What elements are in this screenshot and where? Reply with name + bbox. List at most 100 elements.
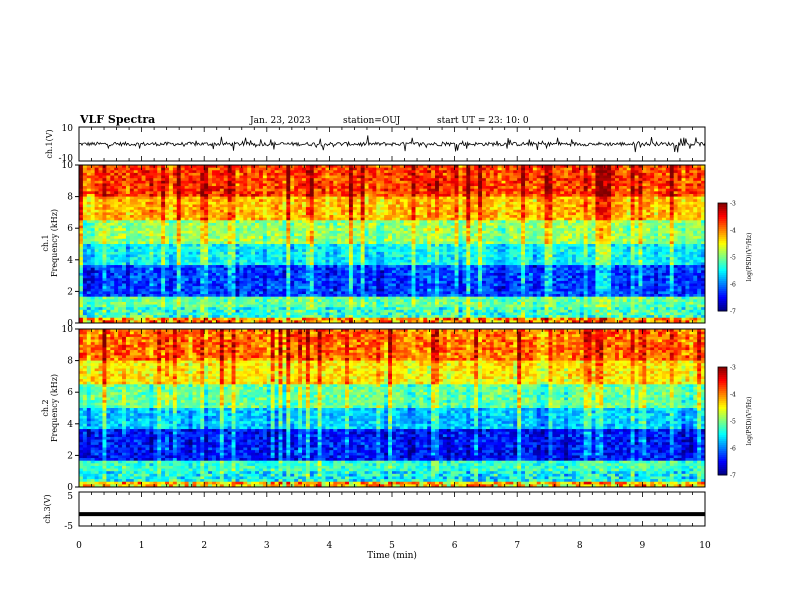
spectrogram-cell <box>306 220 310 223</box>
spectrogram-cell <box>106 268 110 271</box>
spectrogram-cell <box>286 291 290 294</box>
spectrogram-cell <box>204 186 208 189</box>
spectrogram-cell <box>91 228 95 231</box>
spectrogram-cell <box>259 276 263 279</box>
spectrogram-cell <box>228 276 232 279</box>
spectrogram-cell <box>189 286 193 289</box>
spectrogram-cell <box>83 239 87 242</box>
spectrogram-cell <box>306 305 310 308</box>
spectrogram-cell <box>83 197 87 200</box>
spectrogram-cell <box>290 199 294 202</box>
spectrogram-cell <box>275 183 279 186</box>
spectrogram-cell <box>110 310 114 313</box>
spectrogram-cell <box>142 212 146 215</box>
spectrogram-cell <box>306 244 310 247</box>
spectrogram-cell <box>142 241 146 244</box>
spectrogram-cell <box>130 228 134 231</box>
spectrogram-cell <box>255 318 259 321</box>
spectrogram-cell <box>173 186 177 189</box>
spectrogram-cell <box>106 302 110 305</box>
spectrogram-cell <box>232 278 236 281</box>
spectrogram-cell <box>372 241 376 244</box>
spectrogram-cell <box>192 170 196 173</box>
spectrogram-cell <box>216 307 220 310</box>
spectrogram-cell <box>232 307 236 310</box>
spectrogram-cell <box>333 294 337 297</box>
spectrogram-cell <box>341 273 345 276</box>
spectrogram-cell <box>365 223 369 226</box>
spectrogram-cell <box>83 273 87 276</box>
spectrogram-cell <box>384 241 388 244</box>
spectrogram-cell <box>220 299 224 302</box>
spectrogram-cell <box>365 228 369 231</box>
spectrogram-cell <box>353 260 357 263</box>
spectrogram-cell <box>142 255 146 258</box>
spectrogram-cell <box>310 176 314 179</box>
spectrogram-cell <box>232 291 236 294</box>
spectrogram-cell <box>110 294 114 297</box>
spectrogram-cell <box>189 181 193 184</box>
spectrogram-cell <box>224 297 228 300</box>
spectrogram-cell <box>400 241 404 244</box>
spectrogram-cell <box>157 189 161 192</box>
spectrogram-cell <box>142 289 146 292</box>
spectrogram-cell <box>181 289 185 292</box>
spectrogram-cell <box>329 168 333 171</box>
spectrogram-cell <box>200 233 204 236</box>
spectrogram-cell <box>271 302 275 305</box>
spectrogram-cell <box>220 260 224 263</box>
spectrogram-cell <box>267 168 271 171</box>
spectrogram-cell <box>302 239 306 242</box>
spectrogram-cell <box>181 183 185 186</box>
spectrogram-cell <box>138 262 142 265</box>
spectrogram-cell <box>200 310 204 313</box>
spectrogram-cell <box>130 186 134 189</box>
spectrogram-cell <box>392 181 396 184</box>
spectrogram-cell <box>392 205 396 208</box>
spectrogram-cell <box>322 257 326 260</box>
spectrogram-cell <box>294 276 298 279</box>
spectrogram-cell <box>169 289 173 292</box>
spectrogram-cell <box>189 186 193 189</box>
spectrogram-cell <box>298 260 302 263</box>
spectrogram-cell <box>337 178 341 181</box>
spectrogram-cell <box>185 189 189 192</box>
spectrogram-cell <box>365 310 369 313</box>
spectrogram-cell <box>271 289 275 292</box>
spectrogram-cell <box>181 268 185 271</box>
spectrogram-cell <box>333 278 337 281</box>
spectrogram-cell <box>380 294 384 297</box>
spectrogram-cell <box>196 270 200 273</box>
spectrogram-cell <box>146 183 150 186</box>
spectrogram-cell <box>185 268 189 271</box>
spectrogram-cell <box>153 273 157 276</box>
spectrogram-cell <box>302 252 306 255</box>
spectrogram-cell <box>294 191 298 194</box>
spectrogram-cell <box>149 305 153 308</box>
spectrogram-cell <box>259 249 263 252</box>
spectrogram-cell <box>322 210 326 213</box>
spectrogram-cell <box>306 262 310 265</box>
spectrogram-cell <box>110 302 114 305</box>
spectrogram-cell <box>333 276 337 279</box>
spectrogram-cell <box>372 305 376 308</box>
spectrogram-cell <box>220 223 224 226</box>
spectrogram-cell <box>177 310 181 313</box>
spectrogram-cell <box>79 299 83 302</box>
spectrogram-cell <box>212 223 216 226</box>
spectrogram-cell <box>349 223 353 226</box>
spectrogram-cell <box>333 168 337 171</box>
spectrogram-cell <box>267 181 271 184</box>
spectrogram-cell <box>294 210 298 213</box>
spectrogram-cell <box>165 244 169 247</box>
spectrogram-cell <box>130 302 134 305</box>
spectrogram-cell <box>99 168 103 171</box>
spectrogram-cell <box>99 194 103 197</box>
spectrogram-cell <box>157 178 161 181</box>
spectrogram-cell <box>169 318 173 321</box>
spectrogram-cell <box>345 265 349 268</box>
spectrogram-cell <box>236 181 240 184</box>
spectrogram-cell <box>91 265 95 268</box>
spectrogram-cell <box>102 318 106 321</box>
spectrogram-cell <box>79 281 83 284</box>
